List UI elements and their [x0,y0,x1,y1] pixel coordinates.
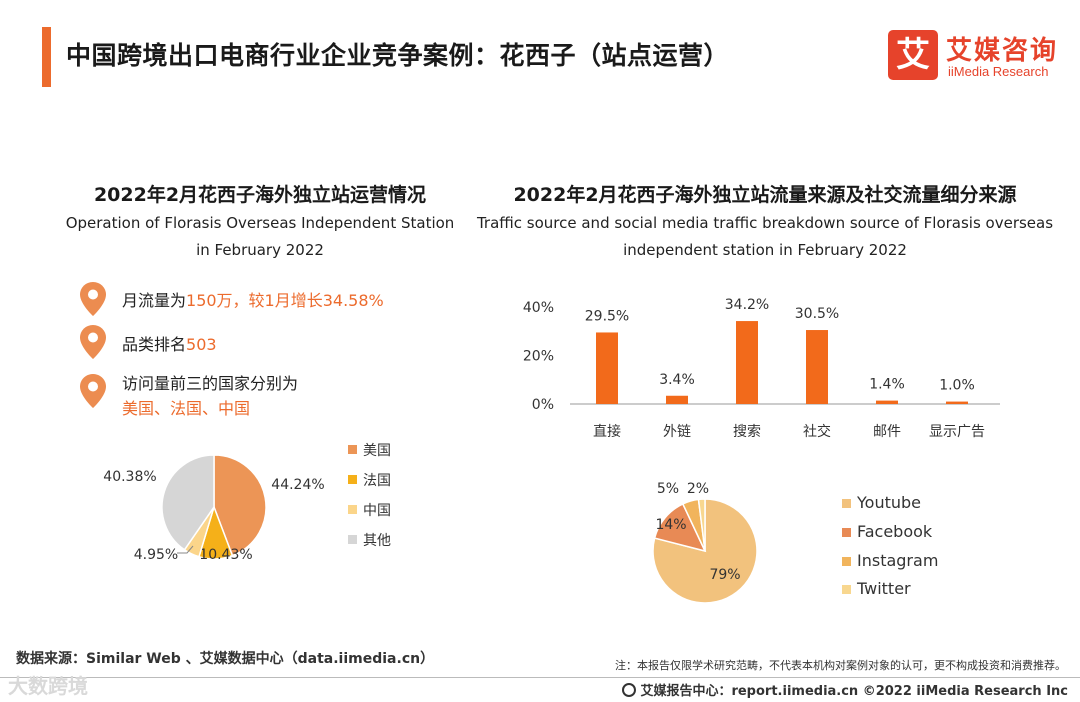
footer-copyright: 艾媒报告中心：report.iimedia.cn ©2022 iiMedia R… [622,680,1068,699]
location-pin-icon [80,282,106,316]
data-source: 数据来源：Similar Web 、艾媒数据中心（data.iimedia.cn… [16,651,435,667]
pie-value-label: 14% [655,517,686,533]
watermark: 大数跨境 [8,674,88,698]
top-countries-highlight: 美国、法国、中国 [122,399,251,418]
x-tick-label: 外链 [663,424,691,440]
right-subtitle-line2: independent station in February 2022 [623,241,907,259]
legend-swatch [348,475,357,484]
legend-swatch [348,535,357,544]
left-section-subtitle: Operation of Florasis Overseas Independe… [20,210,500,264]
bar-2 [736,321,758,404]
legend-label: 中国 [363,503,391,519]
traffic-highlight: 150万，较1月增长34.58% [186,291,384,310]
rank-prefix: 品类排名 [122,335,187,354]
pie-slice-3 [697,498,706,552]
y-tick-label: 0% [532,397,554,413]
left-subtitle-line1: Operation of Florasis Overseas Independe… [65,214,455,232]
right-section-subtitle: Traffic source and social media traffic … [470,210,1060,264]
pie-value-label: 2% [687,481,709,497]
legend-label: Youtube [857,493,921,512]
bar-3 [806,330,828,404]
pie-value-label: 79% [709,567,740,583]
disclaimer-note: 注：本报告仅限学术研究范畴，不代表本机构对案例对象的认可，更不构成投资和消费推荐… [615,659,1066,672]
top-countries-line1: 访问量前三的国家分别为 [122,374,299,393]
bar-value-label: 1.0% [939,378,975,394]
pie-value-label: 4.95% [134,547,178,563]
page-title: 中国跨境出口电商行业企业竞争案例：花西子（站点运营） [66,41,730,70]
iimedia-logo: 艾 艾媒咨询 iiMedia Research [888,30,1068,82]
bullet-category-rank-text: 品类排名503 [122,331,217,355]
right-section-title: 2022年2月花西子海外独立站流量来源及社交流量细分来源 [513,184,1017,206]
legend-swatch [348,505,357,514]
bar-4 [876,400,898,404]
copyright-text: 艾媒报告中心：report.iimedia.cn ©2022 iiMedia R… [640,684,1068,699]
bar-5 [946,401,968,404]
pie-leader-line [177,545,194,554]
location-pin-icon [80,374,106,408]
bar-value-label: 30.5% [795,306,839,322]
pie-value-label: 5% [657,481,679,497]
bar-value-label: 3.4% [659,372,695,388]
pie-slice-0 [652,498,758,604]
pie-slice-3 [161,454,215,551]
right-subtitle-line1: Traffic source and social media traffic … [476,214,1054,232]
left-section-title: 2022年2月花西子海外独立站运营情况 [93,184,427,206]
pie-value-label: 44.24% [271,477,324,493]
legend-label: 美国 [363,443,391,459]
legend-label: 法国 [363,473,391,489]
legend-label: Instagram [857,551,939,570]
social-traffic-pie-chart: 79% 14% 5% 2% [652,481,758,604]
pie-value-label: 40.38% [103,469,156,485]
title-accent-bar [42,27,51,87]
location-pin-icon [80,325,106,359]
bar-value-label: 29.5% [585,308,629,324]
legend-label: 其他 [363,533,391,549]
y-tick-label: 20% [523,349,554,365]
traffic-source-bar-chart: 0% 20% 40% 29.5% 直接 3.4% 外链 34.2% 搜索 30.5% 社交 1.4% 邮… [523,297,1000,440]
legend-swatch [348,445,357,454]
logo-mark: 艾 [888,30,938,80]
legend-swatch [842,499,851,508]
pie-value-label: 10.43% [199,547,252,563]
x-tick-label: 邮件 [873,424,901,440]
social-pie-legend: Youtube Facebook Instagram Twitter [842,493,962,603]
traffic-prefix: 月流量为 [122,291,187,310]
logo-en-text: iiMedia Research [948,64,1049,79]
bar-1 [666,395,688,404]
bar-value-label: 1.4% [869,377,905,393]
x-tick-label: 显示广告 [929,424,985,440]
globe-icon [622,683,637,697]
x-tick-label: 搜索 [733,423,761,440]
bar-value-label: 34.2% [725,297,769,313]
rank-highlight: 503 [186,335,217,354]
x-tick-label: 直接 [593,423,621,440]
x-tick-label: 社交 [803,423,831,440]
y-tick-label: 40% [523,300,554,316]
logo-cn-text: 艾媒咨询 [946,36,1059,66]
footer-divider [0,677,1080,678]
country-pie-legend: 美国 法国 中国 其他 [348,440,428,560]
bar-0 [596,332,618,404]
legend-swatch [842,585,851,594]
legend-label: Facebook [857,522,933,541]
legend-swatch [842,528,851,537]
legend-label: Twitter [857,579,911,598]
country-pie-chart: 44.24% 10.43% 4.95% 40.38% [103,454,325,563]
pie-slice-0 [213,454,267,557]
bullet-monthly-traffic-text: 月流量为150万，较1月增长34.58% [122,287,384,311]
legend-swatch [842,557,851,566]
left-subtitle-line2: in February 2022 [196,241,324,259]
